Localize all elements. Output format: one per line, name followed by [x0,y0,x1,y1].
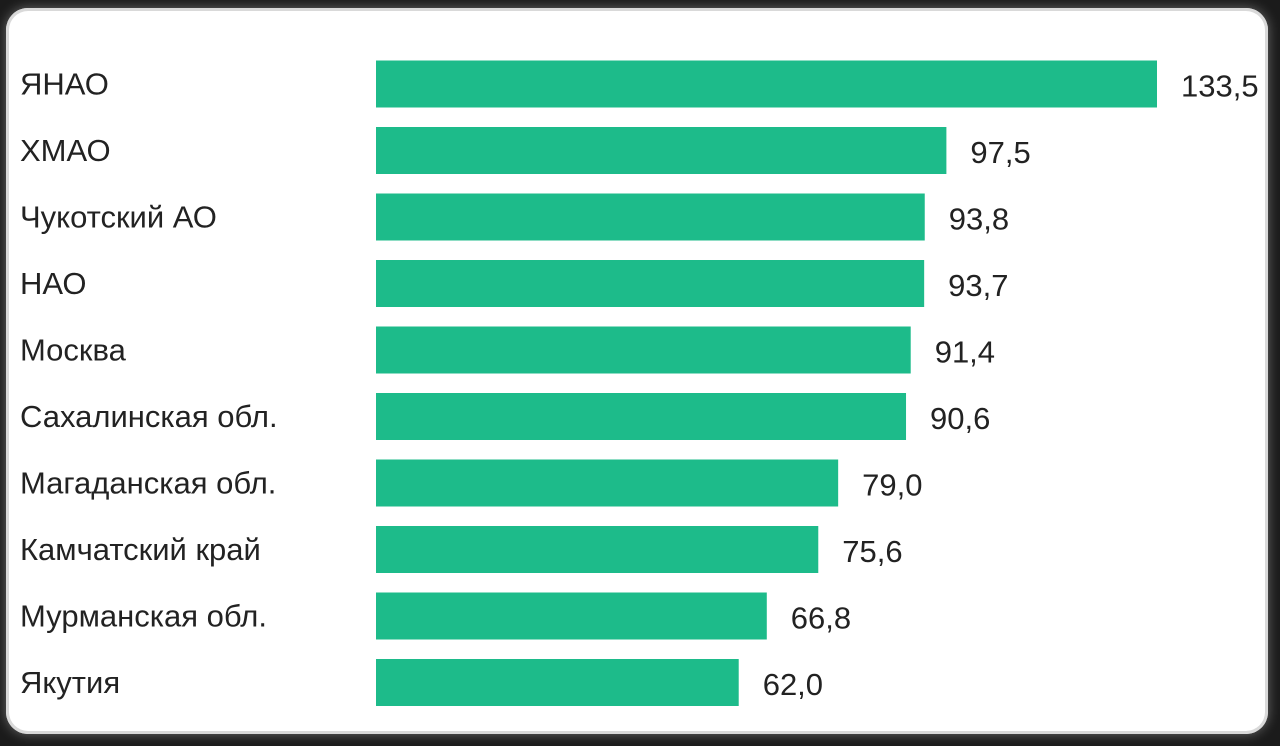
bar [376,592,767,640]
category-label: Мурманская обл. [20,599,267,634]
value-label: 97,5 [970,135,1030,170]
value-label: 91,4 [935,335,995,370]
bar [376,60,1157,108]
bar [376,193,925,241]
bar [376,459,839,507]
bar [376,127,947,174]
value-label: 93,8 [949,202,1009,237]
category-label: Сахалинская обл. [20,399,278,434]
value-label: 79,0 [862,468,922,503]
value-label: 93,7 [948,268,1008,303]
value-label: 75,6 [842,534,902,569]
category-label: НАО [20,266,87,301]
category-label: Чукотский АО [20,200,217,235]
category-label: Магаданская обл. [20,466,276,501]
bars-layer [376,60,1157,706]
category-label: Камчатский край [20,532,261,567]
bar [376,260,925,307]
value-label: 66,8 [791,601,851,636]
bar [376,659,739,706]
value-label: 62,0 [763,667,823,702]
bar-chart: ЯНАО ХМАО Чукотский АО НАО Москва Сахалинская… [20,60,1259,706]
category-label: ЯНАО [20,67,109,102]
category-labels: ЯНАО ХМАО Чукотский АО НАО Москва Сахалинская… [20,67,278,701]
category-label: ХМАО [20,133,111,168]
bar [376,393,907,440]
value-labels: 133,5 97,5 93,8 93,7 91,4 90,679,0 75,6 66,8 62,… [763,69,1259,703]
chart-frame: ЯНАО ХМАО Чукотский АО НАО Москва Сахалинская… [6,8,1268,734]
bar [376,526,819,573]
value-label: 90,6 [930,401,990,436]
bar [376,326,911,374]
category-label: Москва [20,333,127,368]
category-label: Якутия [20,665,120,700]
value-label: 133,5 [1181,69,1259,104]
